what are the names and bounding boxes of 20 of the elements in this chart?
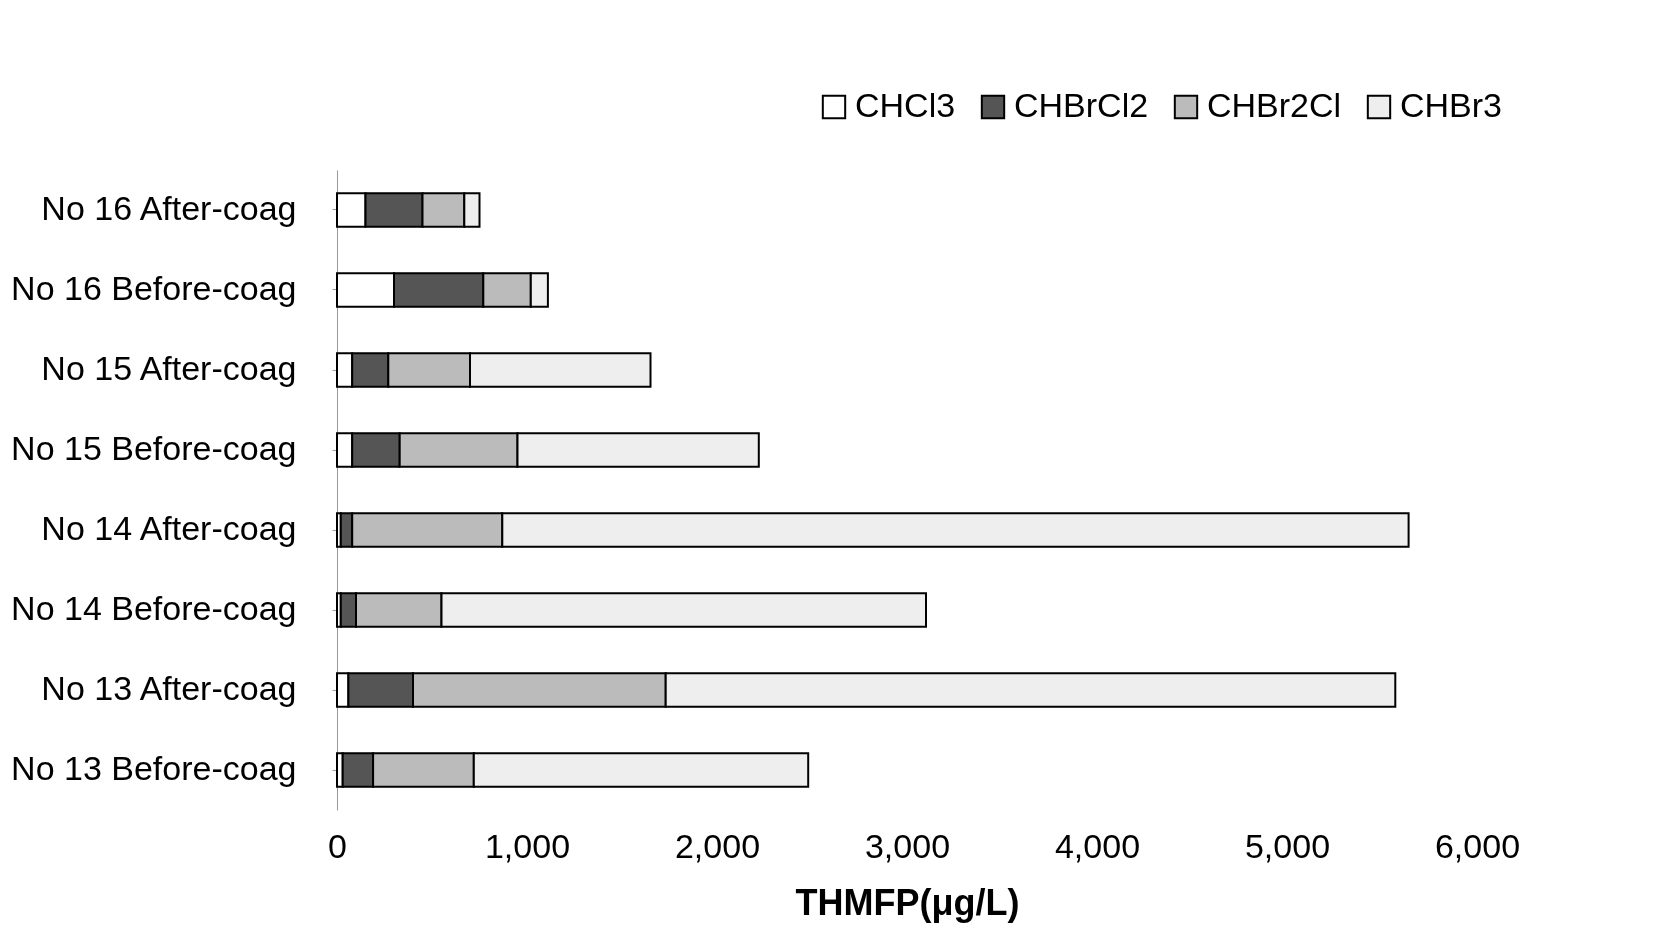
y-tick-label: No 16 After-coag	[41, 189, 297, 227]
x-tick-label: 3,000	[864, 826, 951, 865]
x-axis-title: THMFP(μg/L)	[795, 881, 1020, 923]
legend-label: CHBr2Cl	[1207, 86, 1342, 124]
y-tick-label: No 13 After-coag	[41, 669, 297, 707]
x-tick-label: 6,000	[1434, 826, 1521, 865]
legend-label: CHBr3	[1400, 86, 1503, 124]
x-tick-label: 0	[328, 826, 347, 865]
x-tick-label: 5,000	[1244, 826, 1331, 865]
x-tick-label: 2,000	[674, 826, 761, 865]
y-tick-label: No 14 Before-coag	[11, 589, 297, 627]
y-tick-label: No 13 Before-coag	[11, 749, 297, 787]
x-tick-label: 4,000	[1054, 826, 1141, 865]
legend-label: CHCl3	[855, 86, 956, 124]
legend-label: CHBrCl2	[1014, 86, 1149, 124]
x-tick-label: 1,000	[484, 826, 571, 865]
y-tick-label: No 15 After-coag	[41, 349, 297, 387]
y-tick-label: No 14 After-coag	[41, 509, 297, 547]
y-tick-label: No 15 Before-coag	[11, 429, 297, 467]
y-tick-label: No 16 Before-coag	[11, 269, 297, 307]
